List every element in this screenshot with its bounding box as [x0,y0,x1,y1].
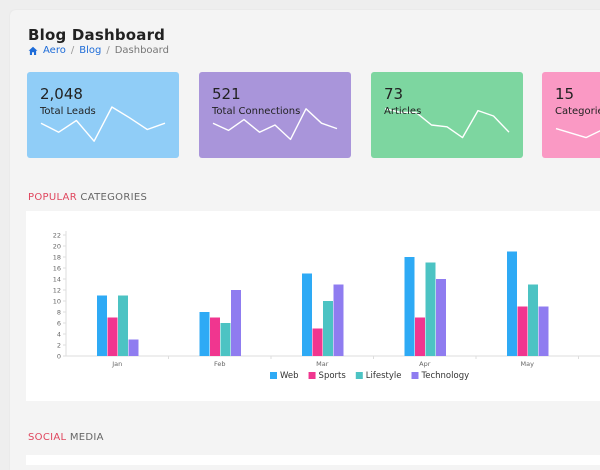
sparkline [212,108,338,141]
x-tick-label: Jan [111,360,122,368]
stat-card-total-leads[interactable]: 2,048 Total Leads [27,72,179,158]
home-icon[interactable] [28,46,38,56]
breadcrumb-home[interactable]: Aero [43,45,66,56]
stat-value: 2,048 [40,85,83,103]
stat-card-articles[interactable]: 73 Articles [371,72,523,158]
bar-web-apr [404,257,415,356]
bar-technology-apr [436,279,446,356]
stat-card-total-connections[interactable]: 521 Total Connections [199,72,351,158]
stat-label: Categories [555,106,600,117]
stat-label: Total Leads [40,106,96,117]
section-title-highlight: SOCIAL [28,432,67,443]
y-tick-label: 8 [57,309,61,317]
bar-web-mar [302,273,312,356]
breadcrumb-separator: / [106,45,110,56]
bar-sports-feb [210,317,220,356]
bar-web-may [507,251,517,356]
stat-card-categories[interactable]: 15 Categories [542,72,600,158]
y-tick-label: 12 [53,287,61,295]
sparkline [384,108,510,139]
bar-lifestyle-feb [220,323,231,356]
bar-web-feb [199,312,210,356]
y-tick-label: 4 [57,331,61,339]
bar-lifestyle-jan [118,295,128,356]
breadcrumb-current: Dashboard [114,45,169,56]
x-tick-label: Apr [419,360,431,368]
breadcrumb: Aero / Blog / Dashboard [28,45,169,56]
social-media-panel [26,455,600,465]
legend-label-lifestyle: Lifestyle [366,371,402,381]
stat-label: Articles [384,106,422,117]
breadcrumb-blog[interactable]: Blog [79,45,102,56]
bar-technology-mar [333,284,344,356]
y-tick-label: 18 [53,254,61,262]
bar-technology-feb [231,290,241,356]
bar-lifestyle-may [528,284,538,356]
legend-label-sports: Sports [319,371,347,381]
legend-label-technology: Technology [421,371,470,381]
x-tick-label: Feb [214,360,226,368]
y-tick-label: 14 [53,276,61,284]
legend-swatch-web [270,372,277,379]
y-tick-label: 16 [53,265,61,273]
y-tick-label: 10 [53,298,61,306]
bar-sports-jan [107,317,118,356]
bar-sports-may [517,306,528,356]
bar-technology-jan [128,339,139,356]
section-title-rest: MEDIA [66,432,104,443]
popular-categories-chart: 0 2 4 6 8 10 12 14 16 18 20 22 Jan Feb Mar Apr May Web Spo… [53,231,600,381]
page-title: Blog Dashboard [28,26,166,44]
sparkline [40,106,166,142]
stat-label: Total Connections [212,106,301,117]
sparkline [555,127,600,139]
section-title-rest: CATEGORIES [76,192,148,203]
bar-technology-may [538,306,549,356]
stat-value: 521 [212,85,241,103]
legend-swatch-lifestyle [355,372,363,379]
y-tick-label: 2 [57,342,61,350]
x-tick-label: Mar [316,360,329,368]
bar-lifestyle-mar [323,301,333,356]
breadcrumb-separator: / [70,45,75,56]
section-title-social-media: SOCIAL MEDIA [28,432,104,443]
bar-web-jan [97,295,107,356]
stat-value: 15 [555,85,575,103]
y-tick-label: 22 [53,232,61,240]
bar-sports-apr [415,317,425,356]
legend-swatch-sports [308,372,316,379]
y-tick-label: 20 [53,243,61,251]
section-title-highlight: POPULAR [28,192,77,203]
popular-categories-panel: 0 2 4 6 8 10 12 14 16 18 20 22 Jan Feb Mar Apr May Web Spo… [26,211,600,401]
y-tick-label: 0 [57,353,61,361]
stat-value: 73 [384,85,404,103]
section-title-popular-categories: POPULAR CATEGORIES [28,192,147,203]
x-tick-label: May [521,360,535,368]
y-tick-label: 6 [57,320,61,328]
legend-label-web: Web [280,371,299,381]
bar-lifestyle-apr [425,262,436,356]
bar-sports-mar [312,328,323,356]
legend-swatch-technology [411,372,419,379]
